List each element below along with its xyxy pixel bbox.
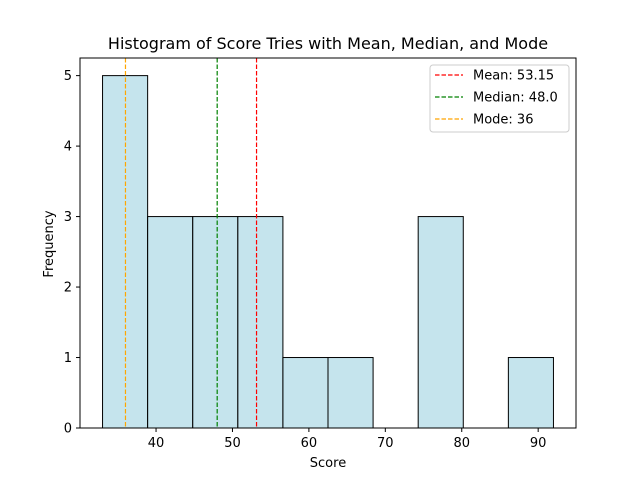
histogram-bar-5 bbox=[282, 357, 329, 429]
plot-frame bbox=[79, 57, 577, 429]
legend-label-3: Mode: 36 bbox=[473, 113, 533, 128]
y-tick-label: 4 bbox=[64, 140, 72, 155]
histogram-bar-6 bbox=[327, 357, 374, 429]
legend-label-2: Median: 48.0 bbox=[473, 91, 558, 106]
x-tick-label: 70 bbox=[377, 436, 394, 451]
x-tick-label: 40 bbox=[148, 436, 165, 451]
y-axis-label: Frequency bbox=[42, 210, 57, 277]
legend-label-1: Mean: 53.15 bbox=[473, 69, 554, 84]
y-tick-label: 5 bbox=[64, 69, 72, 84]
chart-title: Histogram of Score Tries with Mean, Medi… bbox=[108, 34, 548, 53]
histogram-bar-2 bbox=[147, 216, 194, 429]
histogram-bar-1 bbox=[102, 75, 149, 429]
y-tick-label: 2 bbox=[64, 281, 72, 296]
y-tick-label: 1 bbox=[64, 351, 72, 366]
histogram-bar-4 bbox=[237, 216, 284, 429]
legend-box bbox=[429, 64, 570, 133]
x-tick-label: 80 bbox=[453, 436, 470, 451]
histogram-bar-8 bbox=[417, 216, 464, 429]
x-axis-ticks: 40 50 60 70 80 90 bbox=[148, 428, 547, 451]
x-axis-label: Score bbox=[310, 456, 346, 471]
x-tick-label: 60 bbox=[301, 436, 318, 451]
reference-lines bbox=[124, 58, 258, 428]
histogram-bar-10 bbox=[507, 357, 554, 429]
y-tick-label: 3 bbox=[64, 210, 72, 225]
y-tick-label: 0 bbox=[64, 422, 72, 437]
histogram-bars bbox=[102, 75, 554, 429]
x-tick-label: 50 bbox=[224, 436, 241, 451]
y-axis-ticks: 0 1 2 3 4 5 bbox=[64, 69, 80, 437]
x-tick-label: 90 bbox=[530, 436, 547, 451]
legend: Mean: 53.15 Median: 48.0 Mode: 36 bbox=[429, 64, 570, 133]
histogram-bar-3 bbox=[192, 216, 239, 429]
